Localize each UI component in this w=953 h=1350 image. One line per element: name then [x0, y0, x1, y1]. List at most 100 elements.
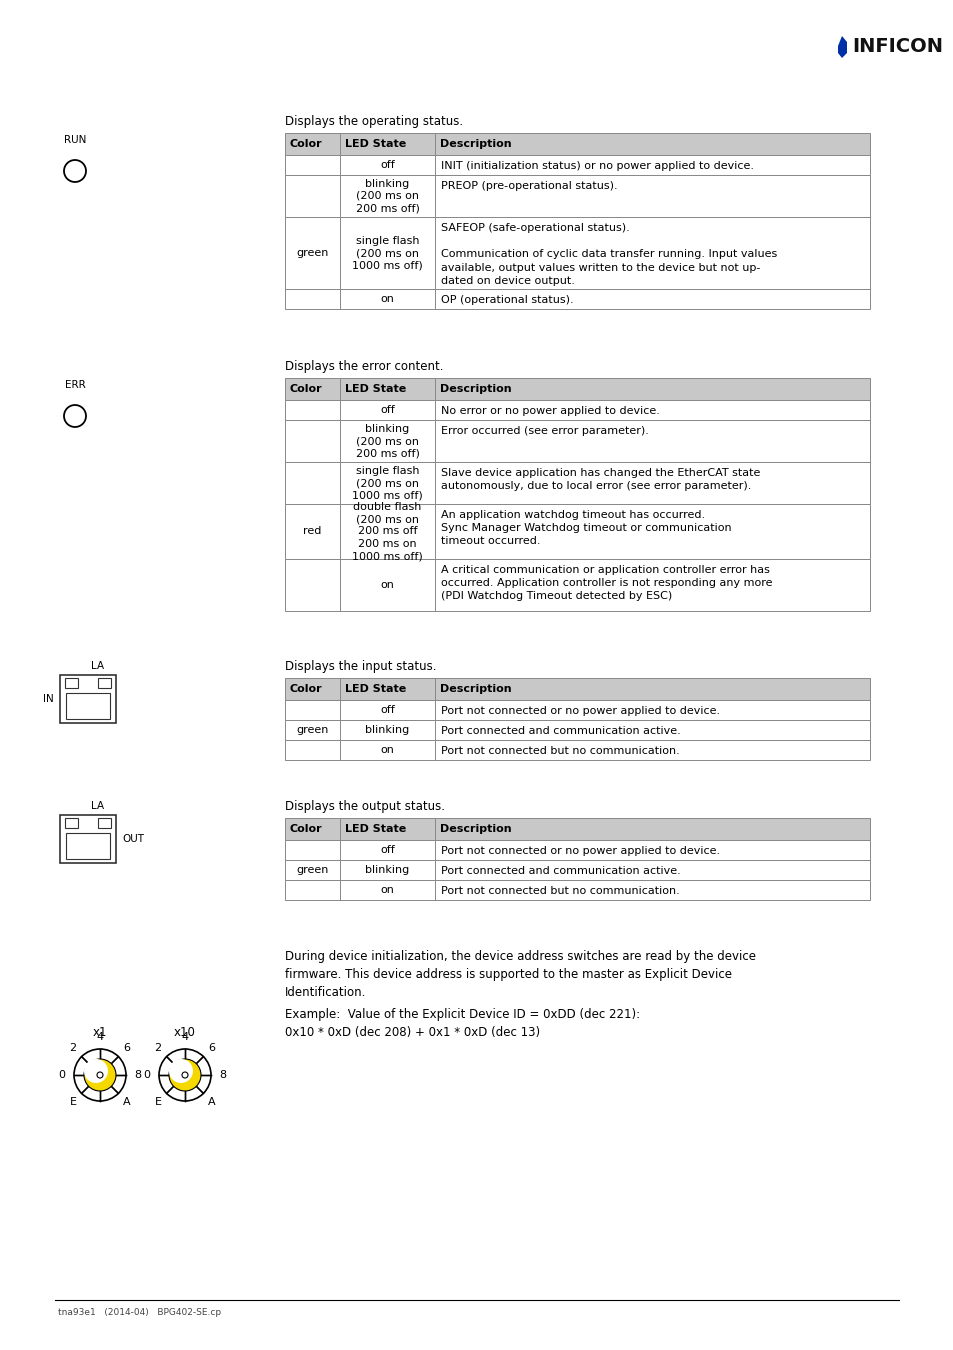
Text: A critical communication or application controller error has
occurred. Applicati: A critical communication or application … — [440, 566, 772, 601]
Text: single flash
(200 ms on
1000 ms off): single flash (200 ms on 1000 ms off) — [352, 466, 422, 501]
Bar — [285, 701, 339, 720]
Circle shape — [182, 1072, 188, 1079]
Bar — [435, 378, 869, 400]
Bar — [435, 217, 869, 289]
Text: green: green — [296, 865, 329, 875]
Bar — [285, 678, 339, 701]
Bar — [339, 559, 435, 612]
Bar — [339, 840, 435, 860]
Text: No error or no power applied to device.: No error or no power applied to device. — [440, 406, 659, 416]
Text: Example:  Value of the Explicit Device ID = 0xDD (dec 221):
0x10 * 0xD (dec 208): Example: Value of the Explicit Device ID… — [285, 1008, 639, 1040]
Bar — [435, 289, 869, 309]
Bar — [339, 740, 435, 760]
Text: off: off — [379, 845, 395, 855]
Bar — [285, 176, 339, 217]
Text: Description: Description — [439, 383, 511, 394]
Text: blinking
(200 ms on
200 ms off): blinking (200 ms on 200 ms off) — [355, 178, 419, 213]
Circle shape — [84, 1058, 116, 1091]
Text: Slave device application has changed the EtherCAT state
autonomously, due to loc: Slave device application has changed the… — [440, 468, 760, 491]
Text: 0: 0 — [143, 1071, 151, 1080]
Bar — [285, 134, 339, 155]
Text: OUT: OUT — [122, 834, 144, 844]
Bar — [339, 217, 435, 289]
Bar — [435, 504, 869, 559]
Bar — [435, 462, 869, 504]
Text: 8: 8 — [134, 1071, 141, 1080]
Text: on: on — [380, 294, 394, 304]
Bar — [339, 818, 435, 840]
Text: Port connected and communication active.: Port connected and communication active. — [440, 865, 680, 876]
Bar — [285, 740, 339, 760]
Bar — [285, 155, 339, 176]
Bar — [339, 400, 435, 420]
Text: A: A — [123, 1096, 131, 1107]
Text: 8: 8 — [219, 1071, 226, 1080]
Text: x1: x1 — [92, 1026, 107, 1040]
Circle shape — [159, 1049, 211, 1102]
Bar — [285, 217, 339, 289]
Text: 2: 2 — [70, 1044, 76, 1053]
Bar — [65, 678, 78, 688]
Bar — [435, 740, 869, 760]
Text: 6: 6 — [123, 1044, 131, 1053]
Text: on: on — [380, 745, 394, 755]
Text: E: E — [70, 1096, 76, 1107]
Bar — [339, 678, 435, 701]
Bar — [285, 720, 339, 740]
Text: Displays the input status.: Displays the input status. — [285, 660, 436, 674]
Text: A: A — [208, 1096, 215, 1107]
Text: Port not connected but no communication.: Port not connected but no communication. — [440, 747, 679, 756]
Circle shape — [169, 1058, 193, 1083]
Circle shape — [97, 1072, 103, 1079]
Bar — [285, 462, 339, 504]
Text: on: on — [380, 580, 394, 590]
Text: off: off — [379, 705, 395, 716]
Text: Port not connected or no power applied to device.: Port not connected or no power applied t… — [440, 846, 720, 856]
Text: Port not connected but no communication.: Port not connected but no communication. — [440, 886, 679, 896]
Text: 2: 2 — [154, 1044, 161, 1053]
Bar — [339, 880, 435, 900]
Text: INIT (initialization status) or no power applied to device.: INIT (initialization status) or no power… — [440, 161, 753, 171]
Text: LED State: LED State — [345, 824, 406, 834]
Bar — [339, 462, 435, 504]
Bar — [435, 420, 869, 462]
Text: 4: 4 — [181, 1031, 189, 1042]
Bar — [285, 860, 339, 880]
Text: LED State: LED State — [345, 139, 406, 148]
Text: green: green — [296, 248, 329, 258]
Text: on: on — [380, 886, 394, 895]
Text: double flash
(200 ms on
200 ms off
200 ms on
1000 ms off): double flash (200 ms on 200 ms off 200 m… — [352, 502, 422, 562]
Bar — [65, 818, 78, 828]
Text: blinking: blinking — [365, 725, 409, 734]
Text: Displays the output status.: Displays the output status. — [285, 801, 444, 813]
Text: LED State: LED State — [345, 684, 406, 694]
Text: Displays the error content.: Displays the error content. — [285, 360, 443, 373]
Text: single flash
(200 ms on
1000 ms off): single flash (200 ms on 1000 ms off) — [352, 236, 422, 270]
Bar — [98, 818, 111, 828]
Bar — [285, 559, 339, 612]
Text: x10: x10 — [173, 1026, 195, 1040]
Text: ERR: ERR — [65, 379, 85, 390]
Bar — [339, 701, 435, 720]
Text: Displays the operating status.: Displays the operating status. — [285, 115, 462, 128]
Text: OP (operational status).: OP (operational status). — [440, 296, 573, 305]
Text: Color: Color — [290, 684, 322, 694]
Bar — [98, 678, 111, 688]
Bar — [435, 701, 869, 720]
Bar — [435, 818, 869, 840]
Text: Color: Color — [290, 824, 322, 834]
Text: E: E — [154, 1096, 161, 1107]
Bar — [339, 289, 435, 309]
Bar — [66, 833, 110, 859]
Bar — [435, 678, 869, 701]
Text: During device initialization, the device address switches are read by the device: During device initialization, the device… — [285, 950, 755, 999]
Text: Error occurred (see error parameter).: Error occurred (see error parameter). — [440, 427, 648, 436]
Text: Color: Color — [290, 139, 322, 148]
Text: Description: Description — [439, 824, 511, 834]
Text: Color: Color — [290, 383, 322, 394]
Bar — [60, 815, 116, 863]
Bar — [339, 504, 435, 559]
Bar — [435, 840, 869, 860]
Text: LA: LA — [91, 801, 105, 811]
Bar — [339, 155, 435, 176]
